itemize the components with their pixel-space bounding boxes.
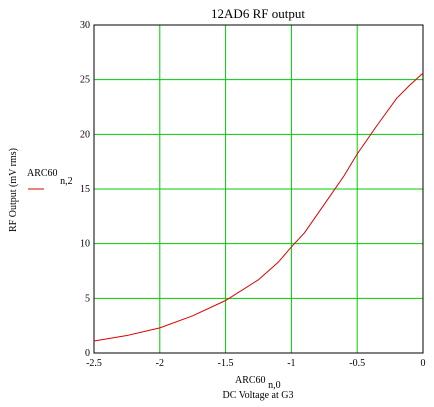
series-line (93, 72, 424, 342)
x-tick-label: -2.5 (86, 358, 102, 369)
legend-entry-label: ARC60 n,2 (27, 168, 73, 187)
x-tick-label: 0 (421, 358, 426, 369)
y-tick-label: 10 (80, 239, 90, 250)
x-axis-expression: ARC60 n,0 (235, 375, 281, 391)
y-axis-label: RF Output (mV rms) (8, 148, 19, 232)
y-tick-label: 20 (80, 129, 90, 140)
legend-entry-subscript: n,2 (60, 176, 73, 187)
x-axis-expression-name: ARC60 (235, 375, 266, 386)
x-tick-label: -0.5 (349, 358, 365, 369)
plot-area (93, 24, 424, 354)
x-tick-label: -2 (156, 358, 164, 369)
x-axis-expression-subscript: n,0 (268, 380, 281, 391)
chart-title: 12AD6 RF output (211, 6, 305, 21)
legend-entry-name: ARC60 (27, 168, 58, 179)
y-tick-label: 5 (85, 293, 90, 304)
y-tick-label: 0 (85, 348, 90, 359)
grid-lines (94, 25, 423, 353)
plot-frame (93, 24, 424, 354)
y-tick-label: 15 (80, 184, 90, 195)
x-tick-label: -1.5 (218, 358, 234, 369)
x-tick-label: -1 (287, 358, 295, 369)
y-tick-label: 25 (80, 75, 90, 86)
legend: ARC60 n,2 (27, 168, 73, 190)
y-tick-label: 30 (80, 20, 90, 31)
x-axis-label: DC Voltage at G3 (222, 390, 293, 401)
tick-labels: -2.5 -2 -1.5 -1 -0.5 0 0 5 10 15 20 25 30 (80, 20, 426, 369)
